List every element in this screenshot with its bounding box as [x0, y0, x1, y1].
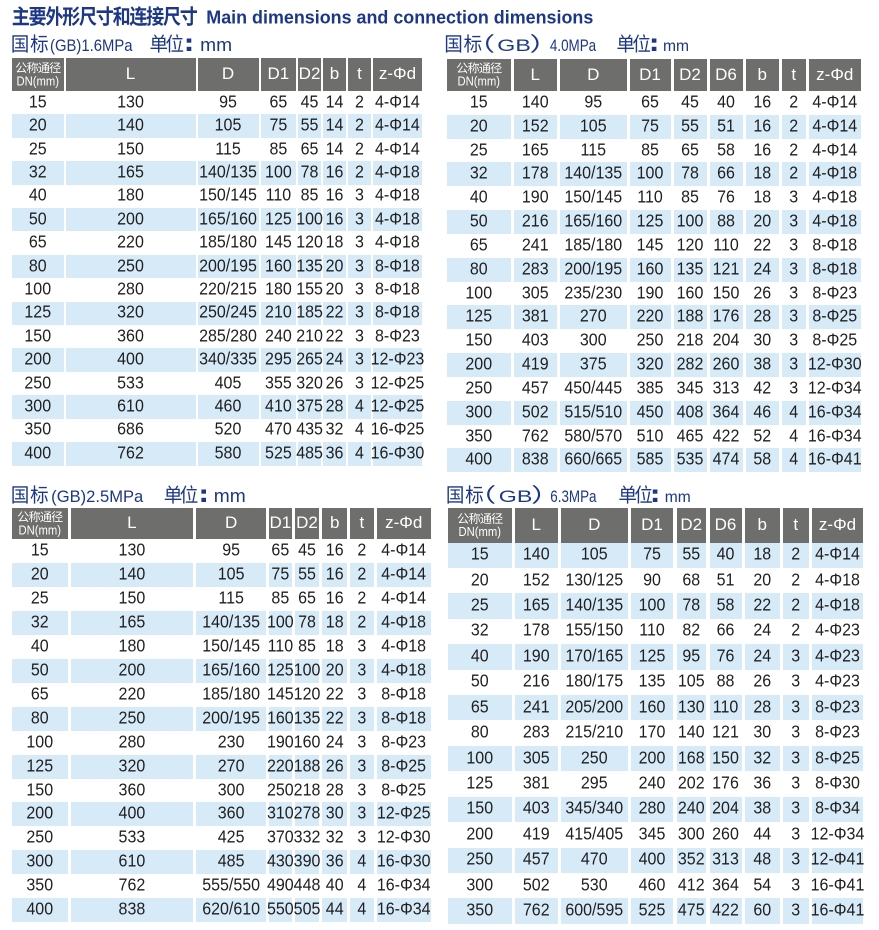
svg-text:(GB)1.6MPa: (GB)1.6MPa [50, 37, 133, 55]
svg-text:(GB)2.5MPa: (GB)2.5MPa [51, 488, 144, 506]
svg-text:6.3MPa: 6.3MPa [550, 488, 597, 506]
svg-text:Main dimensions and connection: Main dimensions and connection dimension… [206, 7, 593, 28]
svg-text:mm: mm [663, 38, 689, 55]
svg-text:DN(mm): DN(mm) [458, 74, 501, 89]
svg-text:DN(mm): DN(mm) [19, 522, 62, 537]
svg-text:mm: mm [665, 489, 691, 506]
svg-text:mm: mm [214, 486, 246, 506]
svg-text:mm: mm [200, 35, 232, 55]
svg-text:DN(mm): DN(mm) [459, 524, 502, 539]
svg-text:GB: GB [497, 37, 531, 55]
svg-text:DN(mm): DN(mm) [17, 73, 60, 88]
svg-text:GB: GB [499, 488, 533, 506]
svg-text:4.0MPa: 4.0MPa [550, 37, 597, 55]
